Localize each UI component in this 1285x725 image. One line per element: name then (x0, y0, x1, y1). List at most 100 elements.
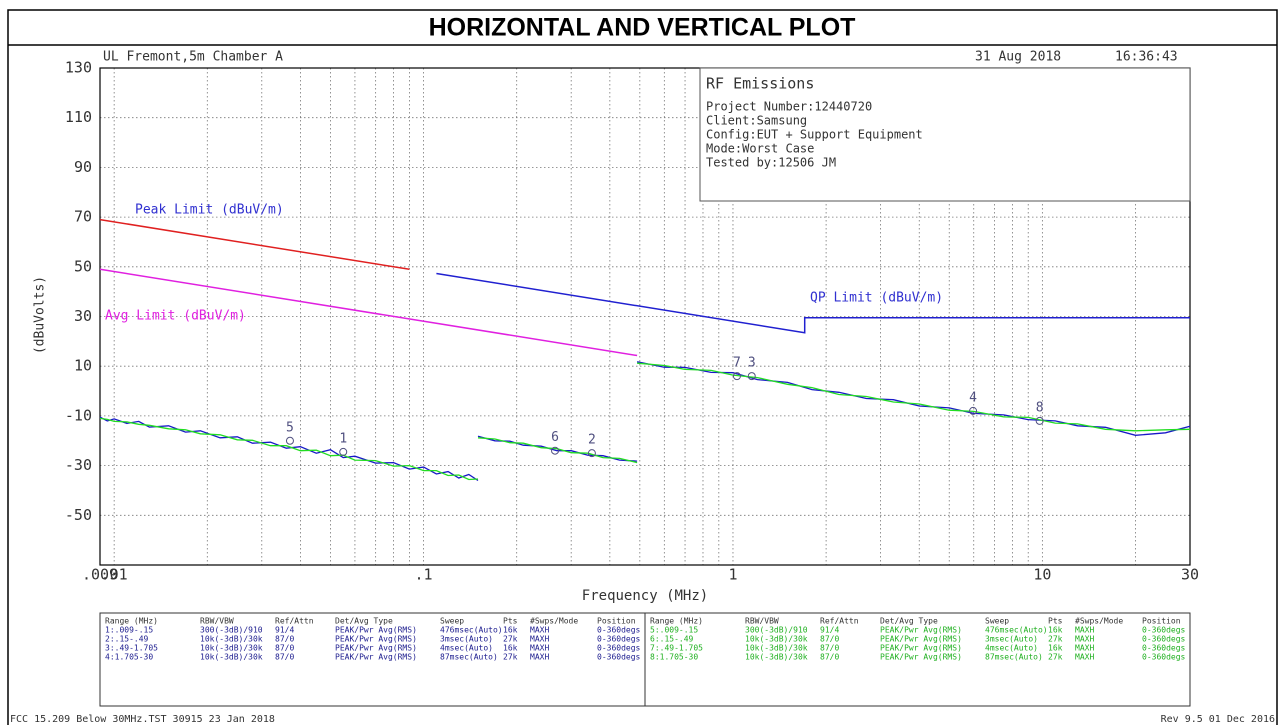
table-cell: 300(-3dB)/910 (745, 626, 808, 635)
table-cell: 476msec(Auto) (985, 626, 1048, 635)
time: 16:36:43 (1115, 50, 1178, 65)
table-cell: 0-360degs (1142, 626, 1186, 635)
table-header: RBW/VBW (200, 617, 234, 626)
limit-label: QP Limit (dBuV/m) (810, 291, 943, 306)
table-cell: 8:1.705-30 (650, 653, 698, 662)
table-cell: 3msec(Auto) (440, 635, 493, 644)
info-title: RF Emissions (706, 75, 814, 93)
table-cell: 87/0 (275, 653, 294, 662)
table-cell: MAXH (530, 626, 549, 635)
table-cell: 87msec(Auto) (985, 653, 1043, 662)
table-cell: 4msec(Auto) (440, 644, 493, 653)
table-cell: PEAK/Pwr Avg(RMS) (880, 626, 962, 635)
table-header: Range (MHz) (105, 617, 158, 626)
table-cell: 91/4 (820, 626, 839, 635)
table-cell: 0-360degs (597, 653, 641, 662)
site: UL Fremont,5m Chamber A (103, 50, 283, 65)
table-cell: 1:.009-.15 (105, 626, 153, 635)
table-cell: 476msec(Auto) (440, 626, 503, 635)
y-tick-label: 110 (65, 108, 92, 126)
table-cell: MAXH (530, 635, 549, 644)
table-cell: 300(-3dB)/910 (200, 626, 263, 635)
table-header: Position (597, 617, 636, 626)
line-trace (99, 361, 1191, 482)
line-trace (99, 218, 410, 271)
table-cell: 10k(-3dB)/30k (200, 653, 263, 662)
table-cell: 4msec(Auto) (985, 644, 1038, 653)
table-cell: PEAK/Pwr Avg(RMS) (335, 644, 417, 653)
info-line: Tested by:12506 JM (706, 156, 836, 170)
table-cell: 27k (1048, 653, 1063, 662)
marker-label: 3 (748, 356, 756, 371)
table-header: Det/Avg Type (880, 617, 938, 626)
table-cell: 6:.15-.49 (650, 635, 694, 644)
y-axis-label: (dBuVolts) (33, 276, 48, 354)
table-cell: MAXH (530, 653, 549, 662)
footer-left: FCC 15.209 Below 30MHz.TST 30915 23 Jan … (10, 714, 275, 725)
line-trace (99, 362, 1191, 481)
marker-label: 5 (286, 420, 294, 435)
table-cell: 10k(-3dB)/30k (200, 644, 263, 653)
table-header: Det/Avg Type (335, 617, 393, 626)
y-tick-label: 70 (74, 208, 92, 226)
table-cell: 87/0 (275, 644, 294, 653)
table-cell: 16k (503, 644, 518, 653)
table-cell: 10k(-3dB)/30k (200, 635, 263, 644)
table-cell: MAXH (1075, 653, 1094, 662)
table-header: Ref/Attn (275, 617, 314, 626)
y-tick-label: -50 (65, 506, 92, 524)
x-tick-label: 30 (1181, 566, 1199, 584)
table-cell: 16k (1048, 644, 1063, 653)
table-cell: 3msec(Auto) (985, 635, 1038, 644)
table-cell: 0-360degs (597, 635, 641, 644)
table-cell: PEAK/Pwr Avg(RMS) (335, 635, 417, 644)
y-tick-label: -10 (65, 406, 92, 424)
marker (339, 447, 348, 456)
date: 31 Aug 2018 (975, 50, 1061, 65)
table-cell: 10k(-3dB)/30k (745, 653, 808, 662)
limit-label: Peak Limit (dBuV/m) (135, 203, 284, 218)
limit-label: Avg Limit (dBuV/m) (105, 309, 246, 324)
table-cell: 16k (503, 626, 518, 635)
info-line: Client:Samsung (706, 114, 807, 128)
table-cell: 27k (503, 635, 518, 644)
outer-border (7, 9, 1278, 725)
table-header: Range (MHz) (650, 617, 703, 626)
chart-title: HORIZONTAL AND VERTICAL PLOT (429, 14, 856, 42)
table-cell: 87/0 (275, 635, 294, 644)
line-trace (436, 272, 1190, 334)
table-header: Position (1142, 617, 1181, 626)
marker (587, 449, 596, 458)
line-trace (99, 268, 638, 357)
table-header: RBW/VBW (745, 617, 779, 626)
y-tick-label: 130 (65, 59, 92, 77)
table-header: Ref/Attn (820, 617, 859, 626)
table-cell: 2:.15-.49 (105, 635, 149, 644)
table-cell: MAXH (530, 644, 549, 653)
table-header: Sweep (440, 617, 464, 626)
x-axis-label: Frequency (MHz) (582, 588, 708, 604)
table-cell: 0-360degs (1142, 644, 1186, 653)
y-tick-label: 30 (74, 307, 92, 325)
table-cell: MAXH (1075, 644, 1094, 653)
table-cell: 87/0 (820, 644, 839, 653)
info-line: Project Number:12440720 (706, 100, 872, 114)
table-cell: 0-360degs (1142, 635, 1186, 644)
table-cell: PEAK/Pwr Avg(RMS) (335, 626, 417, 635)
y-tick-label: 50 (74, 257, 92, 275)
table-header: Pts (503, 617, 518, 626)
marker (747, 372, 756, 381)
table-header: #Swps/Mode (1075, 617, 1123, 626)
marker (1035, 416, 1044, 425)
info-line: Config:EUT + Support Equipment (706, 128, 923, 142)
table-cell: 7:.49-1.705 (650, 644, 703, 653)
table-cell: PEAK/Pwr Avg(RMS) (880, 653, 962, 662)
marker-label: 6 (551, 430, 559, 445)
table-cell: 87msec(Auto) (440, 653, 498, 662)
x-tick-label: 1 (728, 566, 737, 584)
marker (551, 446, 560, 455)
x-tick-label: .1 (415, 566, 433, 584)
x-tick-label: 10 (1033, 566, 1051, 584)
y-tick-label: -30 (65, 456, 92, 474)
